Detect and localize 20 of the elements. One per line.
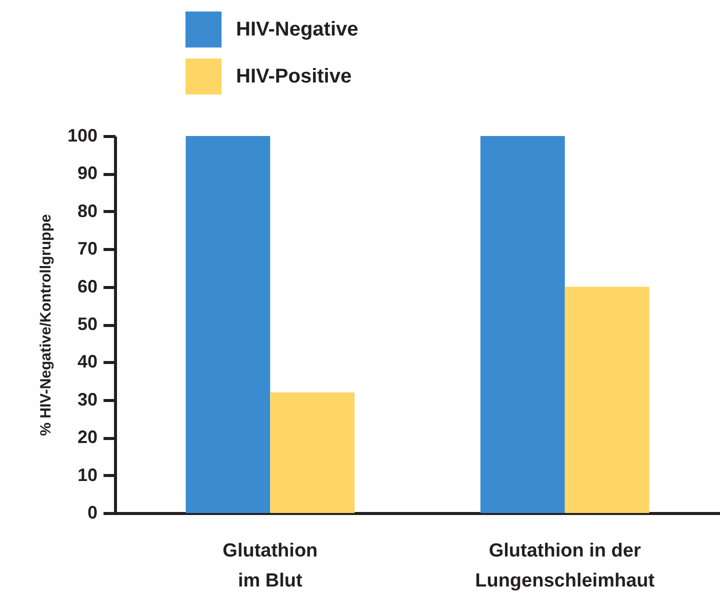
y-tick-label: 90	[77, 163, 98, 184]
bar	[270, 392, 355, 513]
y-tick-label: 0	[87, 502, 98, 522]
legend-label: HIV-Positive	[236, 66, 352, 88]
x-tick-label: Glutathion in der Lungenschleimhaut	[475, 540, 656, 592]
y-tick-label: 60	[77, 276, 98, 296]
legend-label: HIV-Negative	[236, 18, 358, 40]
x-tick-label: Glutathion im Blut	[222, 540, 318, 592]
y-tick-label: 100	[67, 126, 98, 146]
bar	[480, 136, 565, 513]
y-tick-label: 50	[77, 314, 98, 334]
y-axis-title: % HIV-Negative/Kontrollgruppe	[37, 214, 54, 436]
bar	[564, 286, 650, 513]
y-tick-label: 10	[77, 464, 98, 485]
y-tick-label: 40	[77, 352, 98, 372]
y-tick-label: 20	[77, 427, 98, 448]
y-tick-label: 70	[77, 238, 98, 259]
bar	[186, 136, 270, 513]
y-tick-label: 80	[77, 200, 98, 221]
y-tick-label: 30	[77, 389, 98, 410]
